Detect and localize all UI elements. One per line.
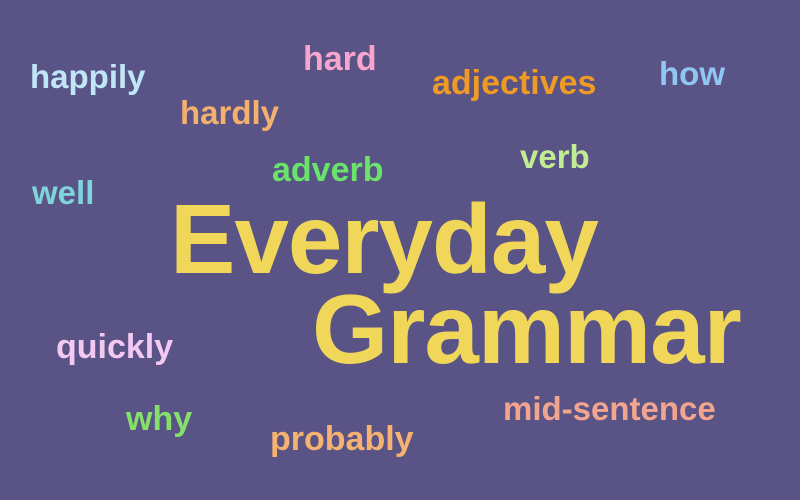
title-line-1: Everyday <box>170 184 599 294</box>
word-adverb: adverb <box>272 151 384 189</box>
word-mid-sentence: mid-sentence <box>503 390 716 427</box>
word-probably: probably <box>270 420 414 458</box>
word-happily: happily <box>30 58 146 95</box>
word-quickly: quickly <box>56 328 174 366</box>
word-why: why <box>126 400 193 438</box>
word-hard: hard <box>303 40 377 78</box>
title-line-2: Grammar <box>312 274 742 384</box>
word-how: how <box>659 55 725 92</box>
word-well: well <box>32 174 95 211</box>
word-verb: verb <box>520 138 590 175</box>
word-hardly: hardly <box>180 94 280 131</box>
word-adjectives: adjectives <box>432 64 597 102</box>
